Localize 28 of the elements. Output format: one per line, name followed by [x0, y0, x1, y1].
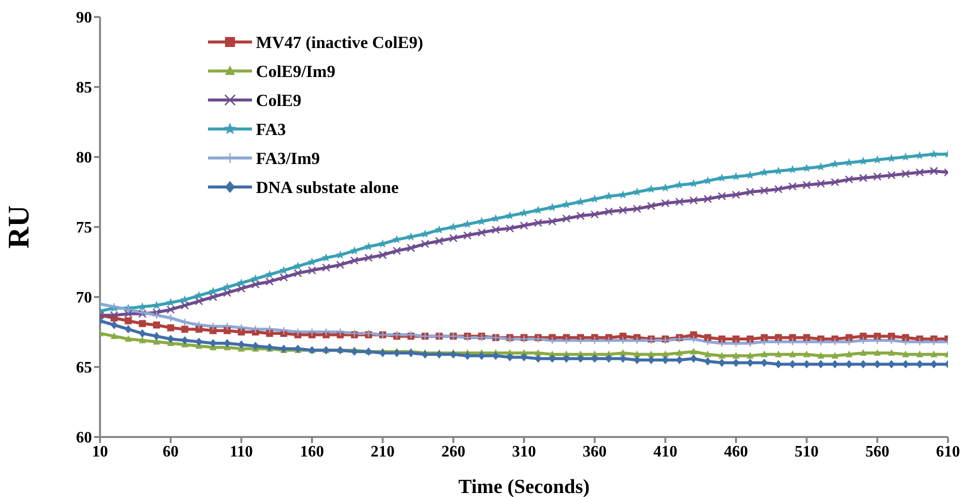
x-tick-label: 410 [653, 443, 678, 460]
x-tick-label: 510 [794, 443, 819, 460]
y-tick-label: 70 [76, 290, 92, 307]
x-tick-label: 60 [162, 443, 179, 460]
x-tick-label: 10 [92, 443, 108, 460]
y-tick-label: 85 [76, 80, 92, 97]
legend-label: DNA substate alone [256, 178, 400, 197]
x-tick-label: 460 [724, 443, 748, 460]
x-tick-label: 160 [300, 443, 324, 460]
x-tick-label: 110 [230, 443, 253, 460]
x-axis-title: Time (Seconds) [458, 476, 590, 497]
y-axis-title: RU [2, 205, 36, 249]
y-tick-label: 80 [76, 150, 92, 167]
legend-label: MV47 (inactive ColE9) [256, 33, 424, 52]
x-tick-label: 560 [865, 443, 890, 460]
x-tick-label: 360 [582, 443, 607, 460]
legend-label: ColE9/Im9 [256, 62, 336, 81]
y-tick-label: 90 [76, 10, 92, 27]
x-tick-label: 610 [936, 443, 960, 460]
legend-label: FA3/Im9 [256, 149, 320, 168]
x-tick-label: 210 [370, 443, 395, 460]
legend-label: FA3 [256, 120, 286, 139]
y-tick-label: 75 [76, 220, 92, 237]
legend-label: ColE9 [256, 91, 302, 110]
y-tick-label: 65 [76, 360, 92, 377]
x-tick-label: 310 [512, 443, 536, 460]
x-tick-label: 260 [441, 443, 466, 460]
y-tick-label: 60 [76, 430, 92, 447]
